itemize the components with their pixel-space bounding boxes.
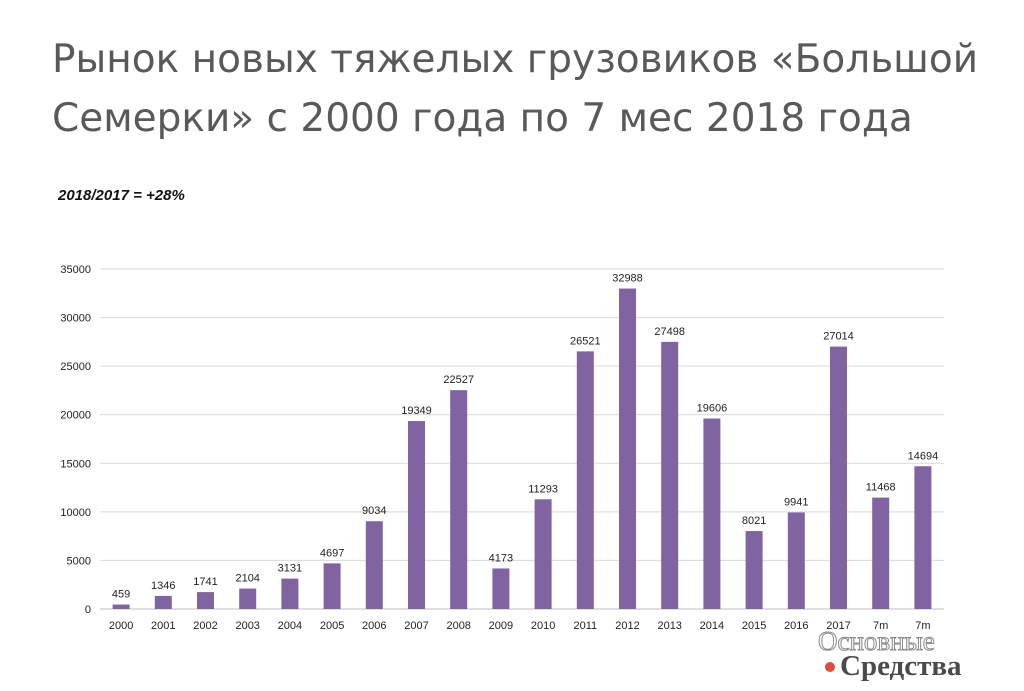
bar [239,588,257,609]
bar-value-label: 22527 [443,374,474,386]
bar [745,531,763,609]
bar [323,563,341,609]
y-tick-label: 15000 [60,458,91,470]
bar [914,466,932,609]
x-tick-label: 2014 [700,620,724,632]
bar-value-label: 26521 [570,335,601,347]
y-tick-label: 0 [85,604,91,616]
bar [830,346,847,609]
publisher-logo: Основные Средства [818,626,1018,686]
logo-text-line2: Средства [840,650,962,682]
bar [703,418,721,609]
bar [154,595,172,609]
y-tick-label: 25000 [60,361,91,373]
y-tick-label: 35000 [60,264,91,276]
bar-value-label: 11293 [528,483,558,495]
x-tick-label: 2016 [784,620,808,632]
bar [492,568,510,609]
growth-ratio-note: 2018/2017 = +28% [58,187,185,204]
x-tick-label: 2006 [362,620,386,632]
x-tick-label: 2008 [446,620,470,632]
bar-value-label: 19349 [401,405,432,417]
y-tick-label: 30000 [60,313,91,325]
bar-value-label: 2104 [235,573,259,585]
y-axis-ticks: 0 5000 10000 15000 20000 25000 30000 35000 [60,264,91,616]
x-tick-label: 7m [873,620,888,632]
x-tick-label: 2004 [278,620,302,632]
bar [408,421,425,609]
x-tick-label: 7m [915,620,930,632]
data-labels: 459 1346 1741 2104 3131 4697 9034 19349 22527 417… [112,273,938,601]
bar-value-label: 19606 [697,403,728,415]
bars [112,288,932,609]
bar-value-label: 27498 [654,326,685,338]
x-tick-label: 2001 [151,620,175,632]
bar-value-label: 8021 [742,515,766,527]
bar-value-label: 4697 [320,547,344,559]
bar-value-label: 1346 [151,580,175,592]
bar [534,499,552,609]
bar-value-label: 9034 [362,505,386,517]
bar [787,512,805,609]
y-tick-label: 20000 [60,410,91,422]
logo-dot-icon [825,662,835,672]
bar [619,288,636,609]
x-tick-label: 2005 [320,620,344,632]
x-tick-label: 2013 [657,620,681,632]
slide-title: Рынок новых тяжелых грузовиков «Большой … [52,37,979,141]
bar-value-label: 11468 [866,482,896,494]
bar [450,390,468,609]
x-tick-label: 2015 [742,620,766,632]
bar [112,604,130,609]
bar-value-label: 1741 [193,576,217,588]
bar-value-label: 9941 [784,496,808,508]
bar [197,592,214,609]
bar [576,351,594,609]
x-tick-label: 2007 [404,620,428,632]
logo-text-line1: Основные [818,626,936,657]
bar-value-label: 27014 [823,331,854,343]
x-tick-label: 2003 [235,620,259,632]
bar-value-label: 4173 [489,552,513,564]
bar-value-label: 14694 [908,450,939,462]
x-tick-label: 2000 [109,620,133,632]
bar-value-label: 32988 [612,273,643,285]
y-tick-label: 5000 [67,555,91,567]
x-tick-label: 2011 [573,620,597,632]
x-tick-label: 2017 [826,620,850,632]
x-tick-label: 2002 [193,620,217,632]
x-tick-label: 2009 [489,620,513,632]
bar [281,578,299,609]
gridlines [100,268,944,610]
bar-value-label: 3131 [278,563,302,575]
x-tick-label: 2010 [531,620,555,632]
bar [872,497,890,609]
x-tick-label: 2012 [615,620,639,632]
x-axis-ticks: 2000 2001 2002 2003 2004 2005 2006 2007 2008 2009… [109,620,931,632]
bar-value-label: 459 [112,589,130,601]
y-tick-label: 10000 [60,507,91,519]
bar [365,521,383,609]
bar [661,341,679,609]
